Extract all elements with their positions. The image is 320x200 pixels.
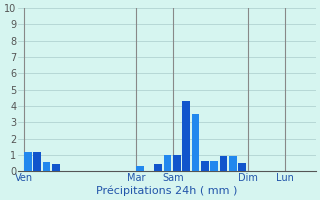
Bar: [220, 156, 227, 171]
Bar: [24, 152, 32, 171]
Bar: [210, 161, 218, 171]
Bar: [238, 163, 246, 171]
X-axis label: Précipitations 24h ( mm ): Précipitations 24h ( mm ): [96, 185, 237, 196]
Bar: [33, 152, 41, 171]
Bar: [43, 162, 51, 171]
Bar: [164, 155, 172, 171]
Bar: [192, 114, 199, 171]
Bar: [229, 156, 237, 171]
Bar: [201, 161, 209, 171]
Bar: [182, 101, 190, 171]
Bar: [136, 166, 144, 171]
Bar: [52, 164, 60, 171]
Bar: [173, 155, 181, 171]
Bar: [155, 164, 162, 171]
